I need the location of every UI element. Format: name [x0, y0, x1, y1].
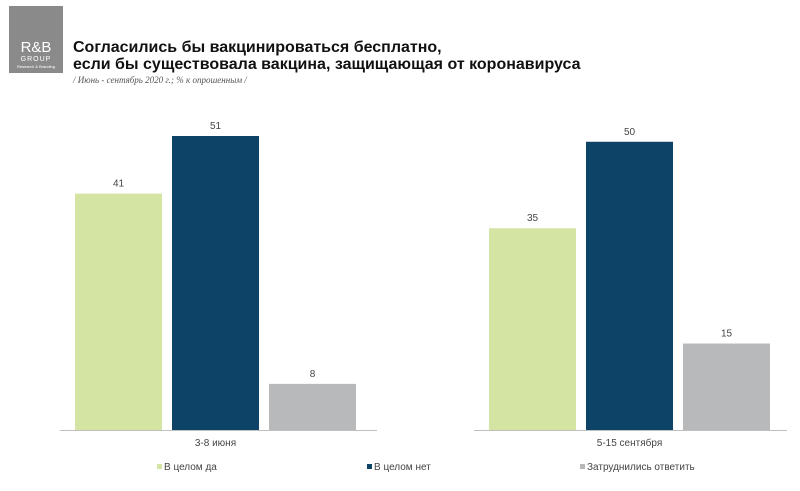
chart-subtitle: / Июнь - сентябрь 2020 г.; % к опрошенны…: [73, 75, 247, 85]
company-logo: R&B GROUP Research & Branding: [9, 6, 63, 73]
logo-wordmark: R&B: [20, 39, 52, 56]
legend-swatch: [367, 464, 372, 469]
legend-swatch: [580, 464, 585, 469]
chart-title: Согласились бы вакцинироваться бесплатно…: [73, 39, 581, 73]
chart-title-line-2: если бы существовала вакцина, защищающая…: [73, 56, 581, 73]
logo-group-text: GROUP: [20, 56, 52, 63]
x-tick-label: 3-8 июня: [195, 438, 236, 449]
data-label: 51: [210, 121, 222, 132]
chart-title-line-1: Согласились бы вакцинироваться бесплатно…: [73, 39, 442, 56]
bar: [489, 228, 576, 430]
bar: [269, 383, 356, 430]
data-label: 15: [721, 329, 733, 340]
logo-tagline: Research & Branding: [16, 64, 56, 69]
data-label: 50: [624, 127, 636, 138]
bar: [683, 343, 770, 430]
legend-swatch: [157, 464, 162, 469]
bar: [586, 141, 673, 430]
legend-label: Затруднились ответить: [587, 462, 695, 473]
data-label: 41: [113, 179, 125, 190]
data-label: 8: [310, 369, 316, 380]
bar: [75, 193, 162, 430]
legend-label: В целом нет: [374, 462, 431, 473]
data-label: 35: [527, 213, 539, 224]
x-tick-label: 5-15 сентября: [597, 437, 662, 449]
legend-label: В целом да: [164, 462, 217, 473]
bar: [172, 136, 259, 430]
